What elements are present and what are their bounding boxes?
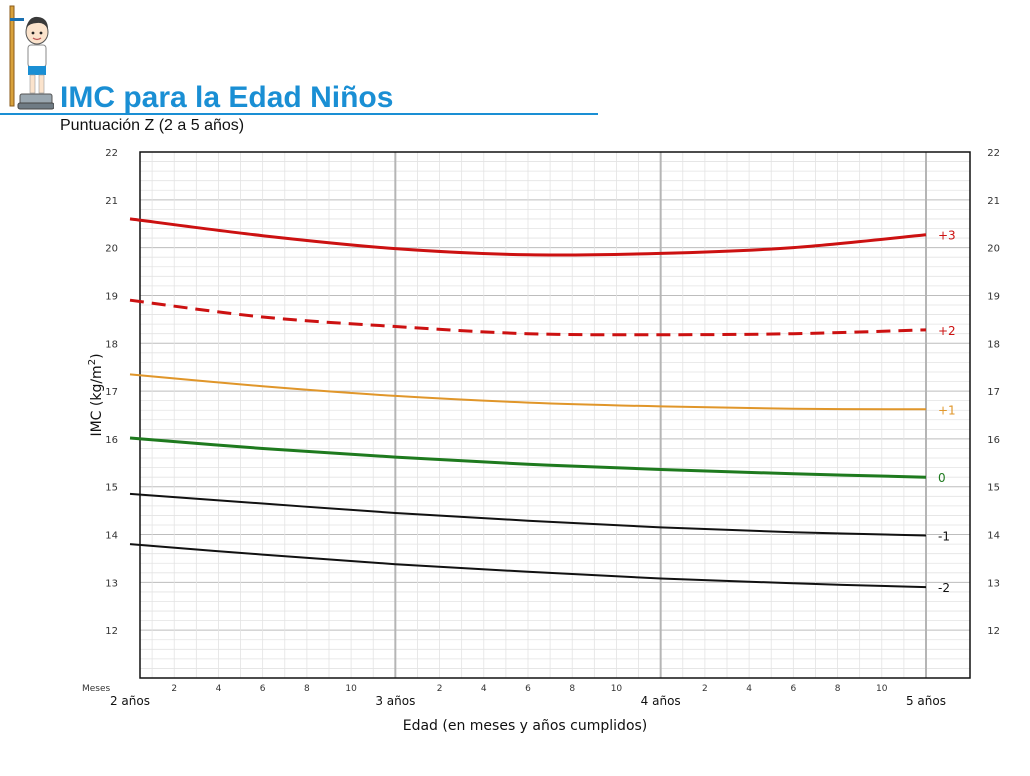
month-tick-label: 6	[790, 684, 796, 694]
title-underline	[0, 113, 598, 115]
year-tick-label: 2 años	[110, 694, 150, 708]
y-tick-label-right: 17	[987, 387, 1000, 398]
y-tick-label-left: 21	[105, 196, 118, 207]
year-tick-label: 3 años	[375, 694, 415, 708]
y-axis-label-close: )	[89, 353, 105, 358]
series-line-plus3	[129, 217, 927, 257]
month-tick-label: 2	[702, 684, 708, 694]
y-tick-label-left: 18	[105, 339, 118, 350]
series-end-label: 0	[938, 471, 946, 485]
month-tick-label: 8	[304, 684, 310, 694]
y-tick-label-right: 18	[987, 339, 1000, 350]
y-tick-label-right: 15	[987, 483, 1000, 494]
y-tick-label-left: 17	[105, 387, 118, 398]
y-tick-label-right: 20	[987, 244, 1000, 255]
series-end-label: +1	[938, 403, 956, 417]
series-end-label: +2	[938, 324, 956, 338]
series-line-minus1	[129, 492, 927, 537]
y-tick-label-right: 12	[987, 626, 1000, 637]
y-axis-label-sup: 2	[87, 359, 98, 365]
month-tick-label: 10	[876, 684, 888, 694]
series-end-label: -1	[938, 530, 950, 544]
month-tick-label: 2	[437, 684, 443, 694]
year-tick-label: 4 años	[641, 694, 681, 708]
month-tick-label: 4	[746, 684, 752, 694]
y-axis-label: IMC (kg/m2)	[87, 353, 105, 436]
y-tick-label-left: 14	[105, 531, 118, 542]
y-tick-label-left: 20	[105, 244, 118, 255]
month-tick-label: 4	[481, 684, 487, 694]
month-tick-label: 8	[835, 684, 841, 694]
month-tick-label: 6	[260, 684, 266, 694]
chart-series	[129, 217, 927, 589]
series-line-plus2	[129, 298, 927, 337]
series-line-minus2	[129, 543, 927, 589]
y-axis-label-main: IMC (kg/m	[89, 365, 105, 436]
month-tick-label: 10	[345, 684, 357, 694]
series-line-0	[129, 436, 927, 479]
y-tick-label-right: 19	[987, 291, 1000, 302]
y-tick-label-right: 21	[987, 196, 1000, 207]
series-end-label: -2	[938, 581, 950, 595]
month-tick-label: 10	[611, 684, 623, 694]
y-tick-label-right: 16	[987, 435, 1000, 446]
month-tick-label: 2	[171, 684, 177, 694]
y-tick-label-left: 12	[105, 626, 118, 637]
y-tick-label-right: 14	[987, 531, 1000, 542]
child-on-scale-icon	[9, 5, 54, 110]
y-tick-label-left: 22	[105, 148, 118, 159]
chart-grid	[140, 151, 970, 679]
x-axis-label: Edad (en meses y años cumplidos)	[403, 718, 648, 734]
page-subtitle: Puntuación Z (2 a 5 años)	[60, 117, 245, 134]
month-tick-label: 8	[569, 684, 575, 694]
year-tick-label: 5 años	[906, 694, 946, 708]
y-tick-label-left: 13	[105, 578, 118, 589]
y-tick-label-right: 13	[987, 578, 1000, 589]
months-label: Meses	[82, 684, 111, 694]
y-tick-label-left: 16	[105, 435, 118, 446]
series-end-label: +3	[938, 229, 956, 243]
y-tick-label-right: 22	[987, 148, 1000, 159]
plot-frame	[139, 151, 971, 679]
y-tick-label-left: 19	[105, 291, 118, 302]
month-tick-label: 4	[216, 684, 222, 694]
series-line-plus1	[129, 373, 927, 411]
month-tick-label: 6	[525, 684, 531, 694]
page-title: IMC para la Edad Niños	[60, 81, 394, 114]
y-tick-label-left: 15	[105, 483, 118, 494]
